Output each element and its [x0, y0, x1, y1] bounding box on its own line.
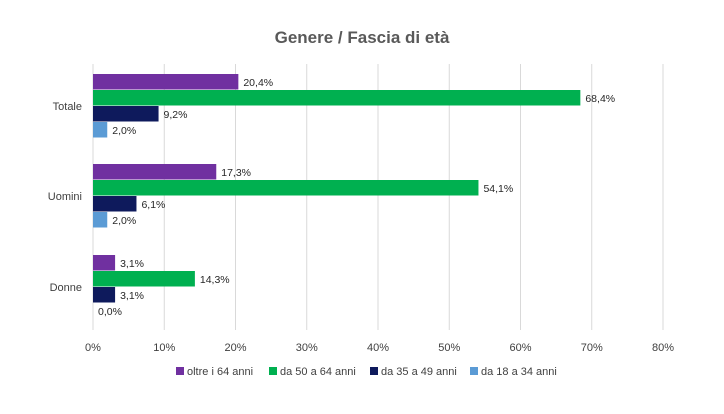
- legend-label: da 18 a 34 anni: [481, 366, 557, 378]
- legend-swatch: [269, 367, 277, 375]
- bar: [93, 164, 217, 180]
- x-tick-label: 70%: [581, 342, 603, 354]
- category-label: Uomini: [48, 191, 82, 203]
- data-labels-group: 20,4% 68,4% 9,2% 2,0% 17,3% 54,1% 6,1% 2,0% 3,1%…: [98, 77, 615, 318]
- bar: [93, 212, 108, 228]
- data-label: 2,0%: [112, 215, 136, 227]
- data-label: 2,0%: [112, 125, 136, 137]
- data-label: 6,1%: [141, 199, 165, 211]
- x-tick-label: 40%: [367, 342, 389, 354]
- data-label: 3,1%: [120, 290, 144, 302]
- legend-label: da 35 a 49 anni: [381, 366, 457, 378]
- legend-label: da 50 a 64 anni: [280, 366, 356, 378]
- x-tick-label: 60%: [509, 342, 531, 354]
- data-label: 54,1%: [483, 183, 513, 195]
- legend: oltre i 64 anni da 50 a 64 anni da 35 a 49…: [176, 366, 557, 378]
- x-tick-label: 50%: [438, 342, 460, 354]
- data-label: 14,3%: [200, 274, 230, 286]
- x-tick-label: 10%: [153, 342, 175, 354]
- bar: [93, 180, 479, 196]
- legend-item: da 18 a 34 anni: [470, 366, 557, 378]
- x-tick-label: 0%: [85, 342, 101, 354]
- legend-swatch: [176, 367, 184, 375]
- data-label: 17,3%: [221, 167, 251, 179]
- data-label: 20,4%: [243, 77, 273, 89]
- x-tick-label: 30%: [296, 342, 318, 354]
- bar: [93, 255, 116, 271]
- legend-item: oltre i 64 anni: [176, 366, 253, 378]
- data-label: 68,4%: [585, 93, 615, 105]
- bar: [93, 287, 116, 303]
- category-label: Totale: [53, 101, 82, 113]
- legend-swatch: [470, 367, 478, 375]
- chart-title: Genere / Fascia di età: [275, 28, 450, 47]
- bar: [93, 74, 239, 90]
- legend-item: da 50 a 64 anni: [269, 366, 356, 378]
- legend-swatch: [370, 367, 378, 375]
- legend-item: da 35 a 49 anni: [370, 366, 457, 378]
- category-labels-group: Totale Uomini Donne: [48, 101, 82, 294]
- data-label: 3,1%: [120, 258, 144, 270]
- x-tick-label: 80%: [652, 342, 674, 354]
- data-label: 0,0%: [98, 306, 122, 318]
- data-label: 9,2%: [164, 109, 188, 121]
- bars-group: [93, 74, 581, 303]
- bar: [93, 122, 108, 138]
- legend-label: oltre i 64 anni: [187, 366, 253, 378]
- bar: [93, 90, 581, 106]
- bar: [93, 106, 159, 122]
- x-tick-label: 20%: [224, 342, 246, 354]
- category-label: Donne: [50, 282, 82, 294]
- x-axis-ticks-group: 0% 10% 20% 30% 40% 50% 60% 70% 80%: [85, 342, 674, 354]
- bar: [93, 196, 137, 212]
- bar: [93, 271, 195, 287]
